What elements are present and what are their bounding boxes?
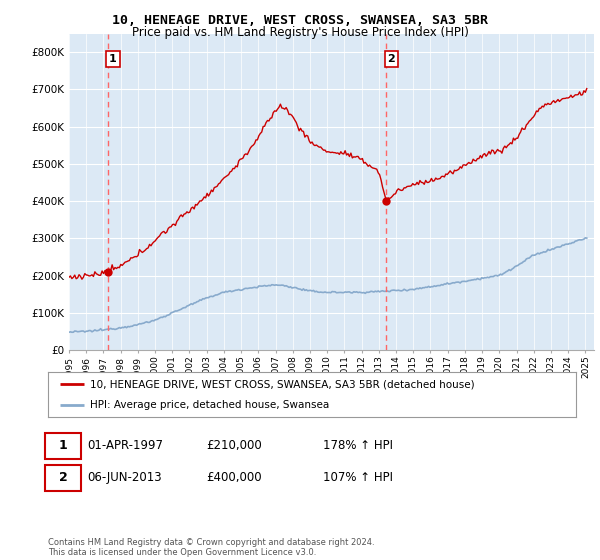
Text: HPI: Average price, detached house, Swansea: HPI: Average price, detached house, Swan… <box>90 400 329 410</box>
Text: 1: 1 <box>59 439 68 452</box>
Text: 1: 1 <box>109 54 117 64</box>
FancyBboxPatch shape <box>46 433 81 459</box>
Text: 10, HENEAGE DRIVE, WEST CROSS, SWANSEA, SA3 5BR: 10, HENEAGE DRIVE, WEST CROSS, SWANSEA, … <box>112 14 488 27</box>
Text: Contains HM Land Registry data © Crown copyright and database right 2024.
This d: Contains HM Land Registry data © Crown c… <box>48 538 374 557</box>
Text: 107% ↑ HPI: 107% ↑ HPI <box>323 472 392 484</box>
Text: Price paid vs. HM Land Registry's House Price Index (HPI): Price paid vs. HM Land Registry's House … <box>131 26 469 39</box>
Text: 2: 2 <box>388 54 395 64</box>
Text: 06-JUN-2013: 06-JUN-2013 <box>88 472 162 484</box>
FancyBboxPatch shape <box>46 465 81 491</box>
Text: 10, HENEAGE DRIVE, WEST CROSS, SWANSEA, SA3 5BR (detached house): 10, HENEAGE DRIVE, WEST CROSS, SWANSEA, … <box>90 380 475 390</box>
Text: £210,000: £210,000 <box>206 439 262 452</box>
Text: 01-APR-1997: 01-APR-1997 <box>88 439 164 452</box>
Text: £400,000: £400,000 <box>206 472 262 484</box>
Text: 2: 2 <box>59 472 68 484</box>
Text: 178% ↑ HPI: 178% ↑ HPI <box>323 439 392 452</box>
